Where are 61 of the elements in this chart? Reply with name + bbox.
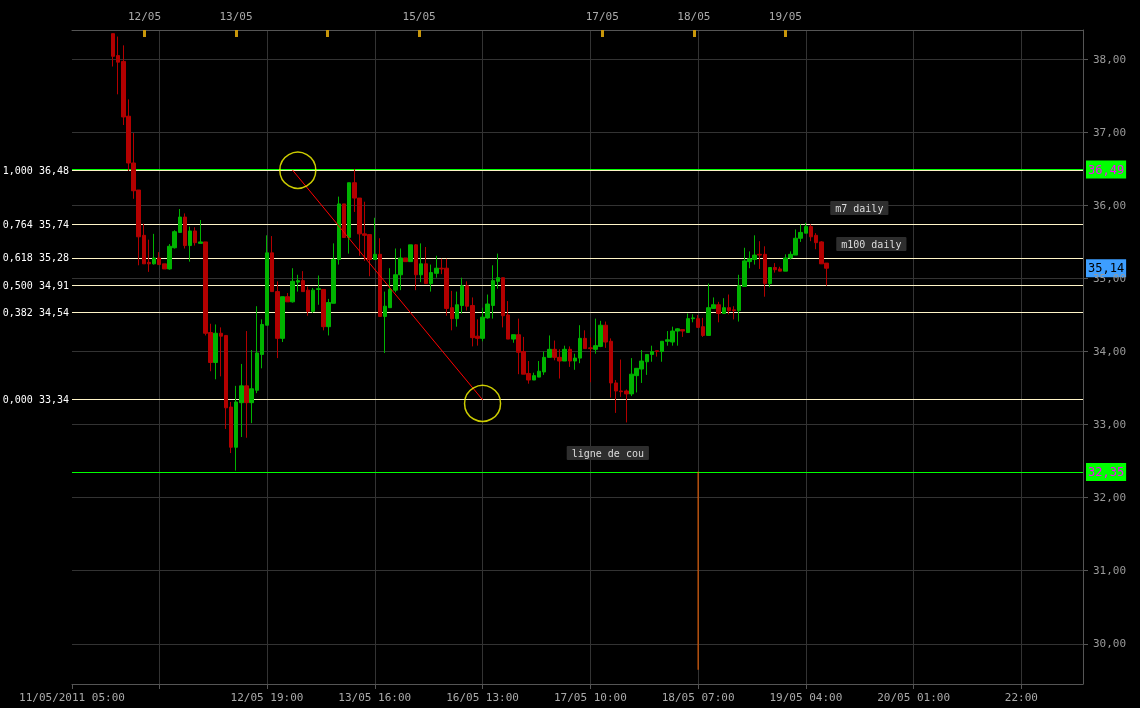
candlestick bbox=[562, 345, 567, 362]
candlestick bbox=[198, 219, 203, 244]
x-tick-label: 22:00 bbox=[1004, 691, 1038, 704]
x-tick-label: 18/05 07:00 bbox=[661, 691, 735, 704]
y-tick-label: 37,00 bbox=[1093, 125, 1127, 139]
candlestick bbox=[193, 226, 197, 247]
ref-line-label: 0,764 35,74 bbox=[2, 218, 69, 230]
ref-line-label: 0,618 35,28 bbox=[2, 252, 69, 264]
x2-tick-label: 19/05 bbox=[768, 10, 802, 23]
x-tick-label: 19/05 04:00 bbox=[769, 691, 843, 704]
annotation: m100 daily bbox=[841, 238, 902, 250]
y-tick-label: 30,00 bbox=[1093, 637, 1127, 651]
candlestick bbox=[768, 266, 772, 288]
candlestick bbox=[680, 329, 685, 338]
ref-line-label: 36,49 bbox=[1088, 162, 1125, 177]
candlestick bbox=[424, 246, 428, 285]
y-tick-label: 38,00 bbox=[1093, 52, 1127, 66]
y-tick-label: 32,00 bbox=[1093, 491, 1127, 505]
x-tick-label: 16/05 13:00 bbox=[446, 691, 519, 704]
x2-tick-label: 15/05 bbox=[402, 10, 436, 23]
candlestick bbox=[378, 237, 382, 317]
candlestick bbox=[408, 244, 413, 263]
candlestick bbox=[419, 242, 423, 283]
y-tick-label: 33,00 bbox=[1093, 418, 1127, 432]
candlestick bbox=[244, 330, 249, 439]
y-tick-label: 31,00 bbox=[1093, 564, 1127, 578]
candlestick bbox=[321, 288, 326, 331]
x2-tick-label: 18/05 bbox=[677, 10, 711, 23]
candlestick bbox=[511, 334, 516, 344]
annotation: ligne de cou bbox=[571, 447, 644, 459]
ref-line-label: 0,000 33,34 bbox=[2, 394, 69, 406]
candlestick bbox=[213, 323, 218, 380]
x-tick-label: 11/05/2011 05:00 bbox=[19, 691, 125, 704]
candlestick bbox=[188, 226, 192, 263]
x2-tick-label: 13/05 bbox=[219, 10, 253, 23]
candlestick bbox=[414, 243, 418, 291]
candlestick bbox=[716, 301, 721, 323]
ref-line-label: 0,382 34,54 bbox=[2, 306, 69, 318]
candlestick bbox=[280, 296, 285, 343]
x-tick-label: 13/05 16:00 bbox=[338, 691, 412, 704]
candlestick bbox=[342, 203, 346, 239]
annotation: m7 daily bbox=[835, 202, 884, 214]
candlestick bbox=[183, 212, 187, 249]
x-tick-label: 12/05 19:00 bbox=[230, 691, 304, 704]
ref-line-label: 0,500 34,91 bbox=[2, 279, 69, 291]
y-tick-label: 34,00 bbox=[1093, 345, 1127, 359]
candlestick bbox=[285, 292, 290, 303]
candlestick bbox=[373, 217, 377, 260]
candlestick bbox=[403, 257, 408, 263]
candlestick bbox=[568, 345, 572, 368]
x2-tick-label: 12/05 bbox=[127, 10, 162, 23]
ref-line-label: 1,000 36,48 bbox=[2, 164, 69, 176]
candlestick bbox=[152, 233, 156, 266]
x-tick-label: 17/05 10:00 bbox=[553, 691, 627, 704]
x2-tick-label: 17/05 bbox=[585, 10, 619, 23]
y-tick-label: 36,00 bbox=[1093, 198, 1127, 212]
candlestick bbox=[722, 297, 726, 315]
candlestick bbox=[655, 350, 659, 358]
ref-line-label: 32,35 bbox=[1088, 465, 1125, 480]
candlestick bbox=[347, 182, 351, 255]
x-tick-label: 20/05 01:00 bbox=[877, 691, 951, 704]
